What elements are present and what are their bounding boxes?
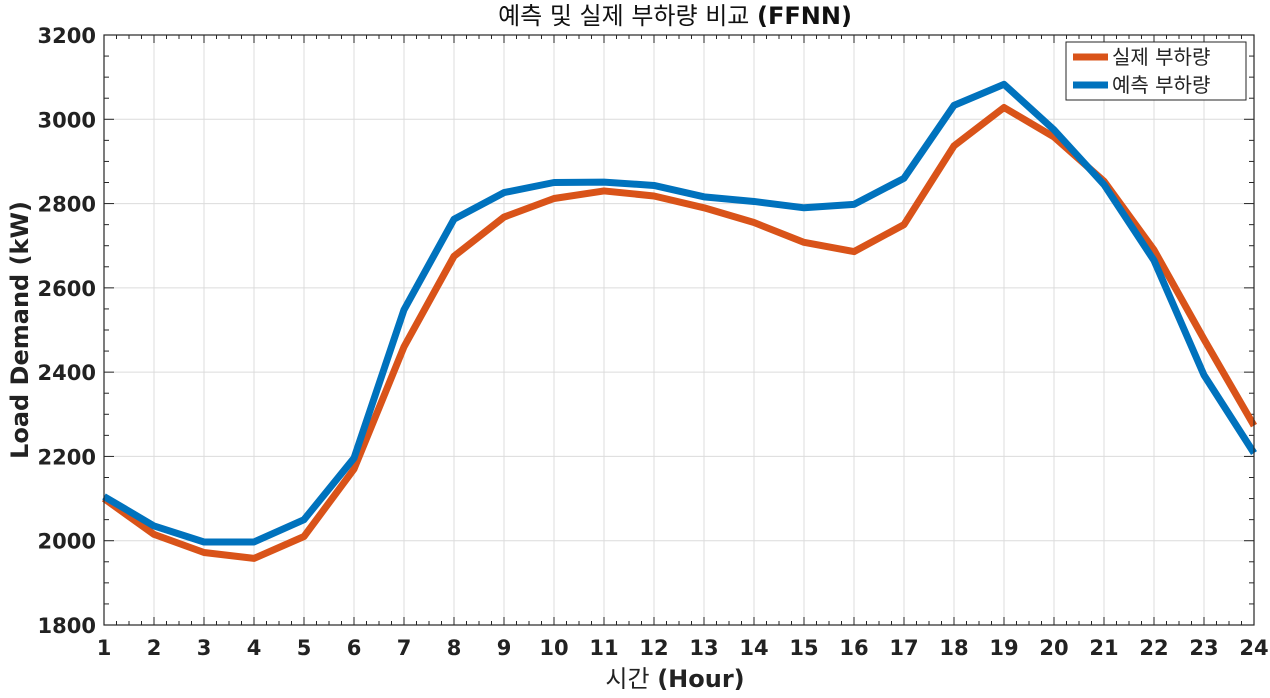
grid — [103, 34, 1255, 626]
y-tick-label: 2200 — [38, 445, 96, 469]
x-tick-label: 7 — [397, 636, 412, 660]
x-tick-label: 22 — [1139, 636, 1168, 660]
x-tick-label: 11 — [589, 636, 618, 660]
x-tick-label: 20 — [1039, 636, 1068, 660]
y-tick-label: 1800 — [38, 614, 96, 638]
y-tick-label: 3000 — [38, 108, 96, 132]
y-tick-label: 2400 — [38, 361, 96, 385]
x-tick-label: 15 — [789, 636, 818, 660]
x-tick-label: 3 — [197, 636, 212, 660]
plot-frame — [103, 34, 1255, 626]
x-tick-label: 10 — [539, 636, 568, 660]
x-tick-label: 21 — [1089, 636, 1118, 660]
x-tick-label: 13 — [689, 636, 718, 660]
x-tick-label: 4 — [247, 636, 262, 660]
y-tick-label: 3200 — [38, 24, 96, 48]
series-line-predicted — [102, 80, 1257, 546]
legend-label: 예측 부하량 — [1112, 73, 1210, 97]
x-tick-label: 8 — [447, 636, 462, 660]
y-tick-label: 2800 — [38, 193, 96, 217]
x-tick-label: 1 — [97, 636, 112, 660]
x-axis-label: 시간 (Hour) — [605, 665, 744, 693]
y-tick-label: 2000 — [38, 530, 96, 554]
ticks — [103, 34, 1255, 626]
chart-title: 예측 및 실제 부하량 비교 (FFNN) — [498, 2, 852, 30]
x-tick-label: 24 — [1239, 636, 1268, 660]
x-tick-label: 14 — [739, 636, 768, 660]
legend-label: 실제 부하량 — [1112, 45, 1210, 69]
chart-title-main: 예측 및 실제 부하량 비교 — [498, 2, 749, 30]
x-tick-label: 16 — [839, 636, 868, 660]
x-tick-label: 12 — [639, 636, 668, 660]
y-tick-labels: 1800 2000 2200 2400 2600 2800 3000 3200 — [38, 24, 96, 638]
x-tick-label: 19 — [989, 636, 1018, 660]
x-tick-label: 17 — [889, 636, 918, 660]
y-axis-label: Load Demand (kW) — [6, 201, 34, 459]
series-line-actual — [101, 103, 1258, 562]
x-tick-label: 18 — [939, 636, 968, 660]
x-tick-label: 2 — [147, 636, 162, 660]
x-tick-label: 9 — [497, 636, 512, 660]
legend-box — [1065, 41, 1247, 101]
y-tick-label: 2600 — [38, 277, 96, 301]
x-tick-label: 23 — [1189, 636, 1218, 660]
x-axis-label-main: 시간 — [605, 665, 649, 693]
x-tick-labels: 1 2 3 4 5 6 7 8 9 10 11 12 13 14 15 16 17 18 19 20 21 22 23 24 — [97, 636, 1269, 660]
x-tick-label: 6 — [347, 636, 362, 660]
x-tick-label: 5 — [297, 636, 312, 660]
chart-title-suffix: (FFNN) — [757, 2, 852, 30]
series-lines — [101, 80, 1258, 562]
x-axis-label-suffix: (Hour) — [657, 665, 744, 693]
